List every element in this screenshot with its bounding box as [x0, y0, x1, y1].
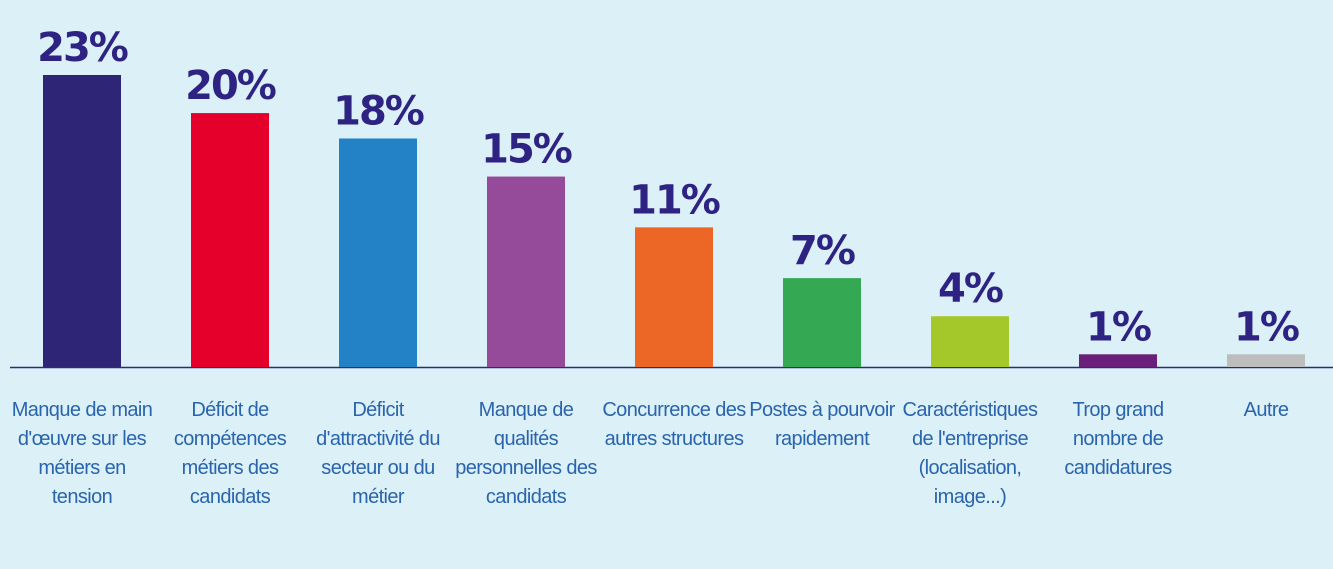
- bar: [783, 278, 861, 367]
- value-label: 18%: [333, 88, 424, 134]
- bar: [1079, 354, 1157, 367]
- bar: [487, 176, 565, 367]
- value-label: 11%: [629, 177, 720, 223]
- bar: [43, 75, 121, 367]
- bar: [931, 316, 1009, 367]
- bar: [339, 138, 417, 367]
- category-label: Postes à pourvoir rapidement: [749, 399, 895, 450]
- category-label: Manque de main d'œuvre sur les métiers e…: [11, 399, 153, 508]
- category-label: Caractéristiques de l'entreprise (locali…: [902, 399, 1039, 508]
- value-label: 15%: [481, 127, 572, 173]
- value-label: 1%: [1234, 304, 1299, 350]
- value-label: 7%: [790, 228, 855, 274]
- category-label: Concurrence des autres structures: [602, 399, 746, 450]
- value-label: 20%: [185, 63, 276, 109]
- category-label: Déficit d'attractivité du secteur ou du …: [316, 399, 440, 508]
- category-label: Trop grand nombre de candidatures: [1064, 399, 1172, 479]
- bar: [635, 227, 713, 367]
- category-label: Déficit de compétences métiers des candi…: [173, 399, 287, 508]
- category-label: Autre: [1243, 399, 1289, 421]
- value-label: 1%: [1086, 304, 1151, 350]
- category-label: Manque de qualités personnelles des cand…: [455, 399, 597, 508]
- value-label: 4%: [938, 266, 1003, 312]
- bar: [1227, 354, 1305, 367]
- bar: [191, 113, 269, 367]
- value-label: 23%: [37, 25, 128, 71]
